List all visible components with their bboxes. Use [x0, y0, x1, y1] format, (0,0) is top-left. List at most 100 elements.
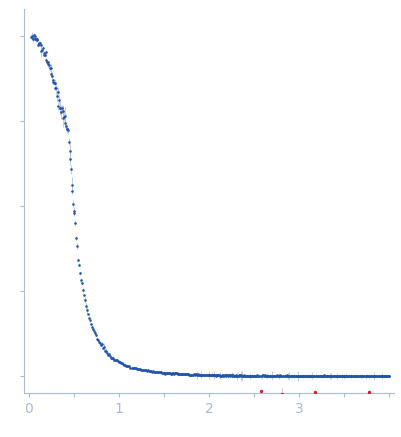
Point [299, 373, 305, 380]
Point [235, 372, 241, 379]
Point [31, 33, 38, 40]
Point [254, 372, 261, 379]
Point [71, 220, 78, 227]
Point [99, 340, 105, 347]
Point [195, 371, 202, 378]
Point [315, 373, 321, 380]
Point [307, 373, 313, 380]
Point [40, 49, 47, 56]
Point [163, 369, 170, 376]
Point [229, 371, 236, 378]
Point [342, 372, 348, 379]
Point [272, 372, 278, 379]
Point [284, 373, 290, 380]
Point [49, 77, 56, 84]
Point [328, 372, 335, 379]
Point [255, 372, 262, 379]
Point [37, 40, 43, 47]
Point [181, 371, 187, 378]
Point [380, 373, 387, 380]
Point [55, 103, 61, 110]
Point [103, 347, 109, 354]
Point [207, 371, 213, 378]
Point [371, 373, 377, 380]
Point [226, 372, 232, 379]
Point [290, 372, 297, 379]
Point [211, 371, 217, 378]
Point [32, 35, 39, 42]
Point [346, 373, 352, 380]
Point [277, 373, 284, 380]
Point [379, 373, 385, 380]
Point [70, 208, 77, 215]
Point [66, 148, 73, 155]
Point [45, 60, 52, 67]
Point [49, 73, 55, 80]
Point [40, 45, 46, 52]
Point [47, 65, 54, 72]
Point [156, 369, 163, 376]
Point [362, 373, 369, 380]
Point [303, 372, 310, 379]
Point [46, 62, 52, 69]
Point [326, 372, 332, 379]
Point [278, 390, 285, 397]
Point [320, 372, 326, 379]
Point [346, 373, 353, 380]
Point [64, 125, 71, 132]
Point [95, 336, 101, 343]
Point [266, 373, 272, 380]
Point [205, 371, 212, 378]
Point [211, 372, 217, 379]
Point [54, 89, 61, 96]
Point [85, 314, 92, 321]
Point [234, 372, 240, 379]
Point [322, 372, 328, 379]
Point [354, 404, 361, 411]
Point [111, 356, 117, 363]
Point [308, 372, 314, 379]
Point [332, 373, 338, 380]
Point [285, 404, 292, 411]
Point [79, 280, 85, 287]
Point [328, 373, 334, 380]
Point [239, 372, 246, 379]
Point [334, 373, 340, 380]
Point [369, 373, 375, 380]
Point [298, 373, 305, 380]
Point [157, 369, 164, 376]
Point [172, 370, 178, 377]
Point [269, 372, 275, 379]
Point [312, 373, 318, 380]
Point [91, 330, 98, 337]
Point [83, 307, 90, 314]
Point [359, 373, 365, 380]
Point [373, 397, 379, 404]
Point [239, 372, 245, 379]
Point [244, 372, 251, 379]
Point [119, 360, 125, 367]
Point [294, 373, 301, 380]
Point [285, 372, 291, 379]
Point [348, 373, 354, 380]
Point [137, 366, 144, 373]
Point [275, 372, 282, 379]
Point [59, 107, 65, 114]
Point [213, 371, 219, 378]
Point [337, 372, 343, 379]
Point [183, 370, 190, 377]
Point [340, 373, 346, 380]
Point [189, 371, 196, 378]
Point [204, 371, 210, 378]
Point [192, 371, 199, 378]
Point [140, 366, 146, 373]
Point [141, 367, 148, 374]
Point [249, 372, 255, 379]
Point [258, 372, 265, 379]
Point [190, 371, 196, 378]
Point [142, 367, 148, 374]
Point [133, 365, 140, 372]
Point [341, 373, 348, 380]
Point [29, 32, 35, 39]
Point [306, 373, 312, 380]
